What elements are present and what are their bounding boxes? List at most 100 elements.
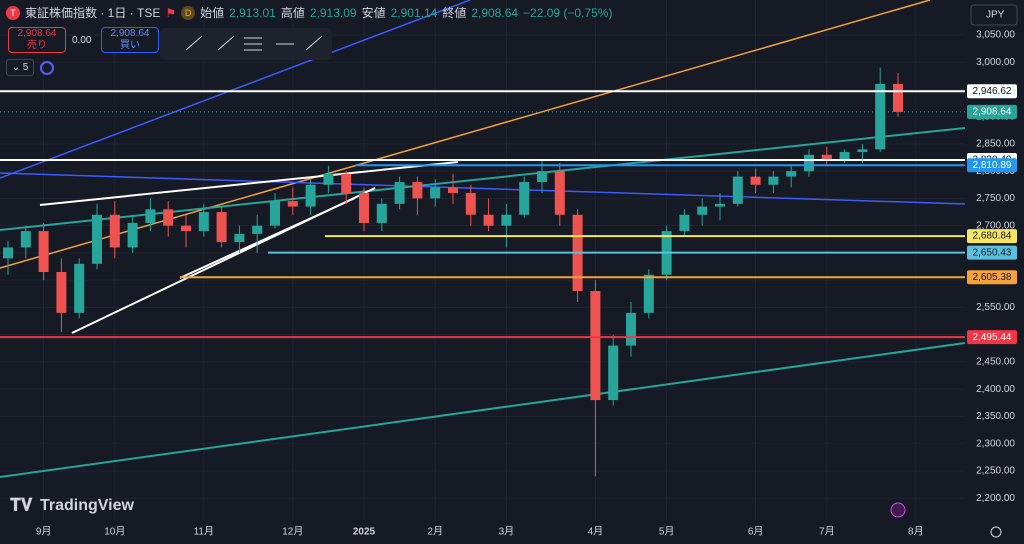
candle-body	[590, 291, 601, 401]
level-label: 2,810.89	[973, 160, 1012, 171]
candle-body	[145, 209, 156, 223]
open-label: 始値	[200, 6, 225, 20]
symbol-header: T 東証株価指数 · 1日 · TSE ⚑ D 始値 2,913.01 高値 2,9…	[6, 4, 612, 21]
level-tag	[967, 270, 1017, 285]
candle-body	[697, 206, 708, 215]
tool-trend[interactable]	[185, 35, 203, 51]
currency: JPY	[986, 10, 1005, 21]
x-tick-label: 6月	[748, 526, 764, 538]
trend-line	[0, 127, 966, 231]
buy-price: 2,908.64	[110, 28, 150, 39]
y-tick-label: 2,250.00	[976, 466, 1015, 477]
sell-price: 2,908.64	[17, 28, 57, 39]
candle-body	[821, 154, 832, 161]
y-tick-label: 2,300.00	[976, 438, 1015, 449]
high-label: 高値	[280, 6, 305, 20]
x-tick-label: 11月	[194, 526, 214, 538]
level-tag	[967, 104, 1017, 119]
level-tag	[967, 158, 1017, 173]
symbol-icon: T	[6, 5, 20, 20]
levels	[0, 90, 965, 339]
candle-body	[198, 212, 209, 232]
candle-body	[74, 263, 85, 313]
x-tick-label: 9月	[36, 526, 52, 538]
candle-body	[732, 176, 743, 204]
candle-body	[20, 231, 31, 248]
candle-body	[359, 192, 369, 223]
sell-label: 売り	[27, 40, 47, 51]
indicator-toggle[interactable]: ⌄ 5	[6, 59, 34, 76]
candle-body	[465, 192, 476, 215]
candle-body	[483, 214, 494, 226]
change: −22.09 (−0.75%)	[523, 5, 613, 20]
candle-body	[38, 231, 49, 272]
candle-body	[448, 187, 458, 193]
trend-line	[0, 0, 471, 179]
close-value: 2,908.64	[471, 5, 519, 20]
sync-icon[interactable]	[40, 61, 54, 75]
candle-body	[786, 171, 797, 177]
candle-body	[341, 173, 352, 193]
level-label: 2,650.43	[973, 247, 1012, 258]
settings-button[interactable]	[990, 526, 1002, 538]
flag[interactable]: ⚑	[165, 5, 177, 20]
candle-body	[554, 171, 565, 215]
candle-body	[305, 184, 316, 207]
candle-body	[715, 203, 725, 207]
alert-icon[interactable]	[890, 502, 906, 518]
candle-body	[430, 187, 441, 199]
candle-body	[768, 176, 779, 185]
trend-line	[0, 342, 966, 478]
y-tick-label: 2,750.00	[976, 193, 1015, 204]
candle-body	[839, 152, 850, 161]
indicator-count: 5	[22, 62, 29, 73]
spread: 0.00	[72, 35, 92, 46]
trend-line	[0, 0, 931, 269]
candle-body	[323, 173, 334, 185]
x-tick-label: 7月	[819, 526, 835, 538]
level-label: 2,680.84	[973, 231, 1012, 242]
tool-extended[interactable]	[305, 35, 323, 51]
x-tick-label: 10月	[104, 526, 125, 538]
candle-body	[92, 214, 102, 264]
x-tick-label: 2月	[427, 526, 443, 538]
candle-body	[679, 214, 690, 232]
level-tag	[967, 245, 1017, 260]
trend-line	[179, 197, 356, 279]
logo-mark: 𝐓𝐕	[10, 495, 33, 514]
candle-body	[643, 274, 654, 313]
low-value: 2,901.14	[390, 5, 438, 20]
buy-label: 買い	[120, 40, 140, 51]
candle-body	[501, 214, 512, 226]
y-tick-label: 2,400.00	[976, 384, 1015, 395]
y-tick-label: 3,050.00	[976, 30, 1015, 41]
candle-body	[127, 222, 138, 248]
candle-body	[875, 83, 886, 150]
level-label: 2,908.64	[973, 107, 1012, 118]
level-tag	[967, 84, 1017, 99]
currency-button[interactable]	[970, 4, 1018, 26]
candle-body	[394, 182, 405, 204]
candle-body	[893, 83, 903, 112]
level-tag	[967, 229, 1017, 244]
candle-body	[626, 312, 636, 346]
y-tick-label: 2,350.00	[976, 411, 1015, 422]
candle-body	[181, 225, 191, 232]
x-tick-label: 4月	[588, 526, 604, 538]
grid	[0, 0, 965, 520]
sell-button[interactable]: 2,908.64 売り	[8, 27, 66, 53]
drawing-toolbar	[160, 28, 332, 60]
candle-body	[56, 271, 67, 313]
y-tick-label: 2,200.00	[976, 493, 1015, 504]
candle-body	[216, 212, 227, 243]
open-value: 2,913.01	[229, 5, 276, 20]
candle-body	[270, 201, 280, 226]
candle-body	[412, 182, 423, 199]
buy-button[interactable]: 2,908.64 買い	[101, 27, 159, 53]
tool-ray[interactable]	[217, 35, 235, 51]
y-tick-label: 3,000.00	[976, 57, 1015, 68]
y-tick-label: 2,700.00	[976, 220, 1015, 231]
high-value: 2,913.09	[309, 5, 357, 20]
symbol[interactable]: 東証株価指数 · 1日 · TSE	[25, 6, 161, 20]
